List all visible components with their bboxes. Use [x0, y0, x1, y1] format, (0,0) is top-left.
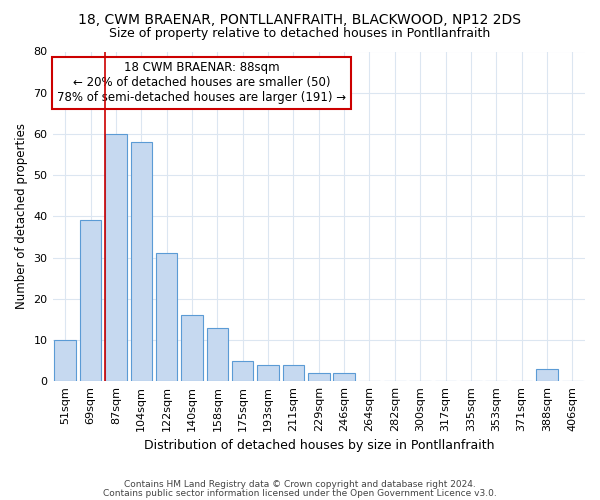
X-axis label: Distribution of detached houses by size in Pontllanfraith: Distribution of detached houses by size …: [143, 440, 494, 452]
Bar: [55, 340, 76, 381]
Bar: [283, 364, 304, 381]
Bar: [131, 142, 152, 381]
Y-axis label: Number of detached properties: Number of detached properties: [15, 124, 28, 310]
Text: Contains public sector information licensed under the Open Government Licence v3: Contains public sector information licen…: [103, 490, 497, 498]
Bar: [206, 328, 228, 381]
Bar: [536, 369, 558, 381]
Text: Contains HM Land Registry data © Crown copyright and database right 2024.: Contains HM Land Registry data © Crown c…: [124, 480, 476, 489]
Text: 18, CWM BRAENAR, PONTLLANFRAITH, BLACKWOOD, NP12 2DS: 18, CWM BRAENAR, PONTLLANFRAITH, BLACKWO…: [79, 12, 521, 26]
Bar: [308, 373, 329, 381]
Bar: [257, 364, 279, 381]
Bar: [80, 220, 101, 381]
Bar: [105, 134, 127, 381]
Bar: [334, 373, 355, 381]
Text: Size of property relative to detached houses in Pontllanfraith: Size of property relative to detached ho…: [109, 28, 491, 40]
Bar: [181, 315, 203, 381]
Bar: [156, 254, 178, 381]
Text: 18 CWM BRAENAR: 88sqm
← 20% of detached houses are smaller (50)
78% of semi-deta: 18 CWM BRAENAR: 88sqm ← 20% of detached …: [57, 62, 346, 104]
Bar: [232, 360, 253, 381]
